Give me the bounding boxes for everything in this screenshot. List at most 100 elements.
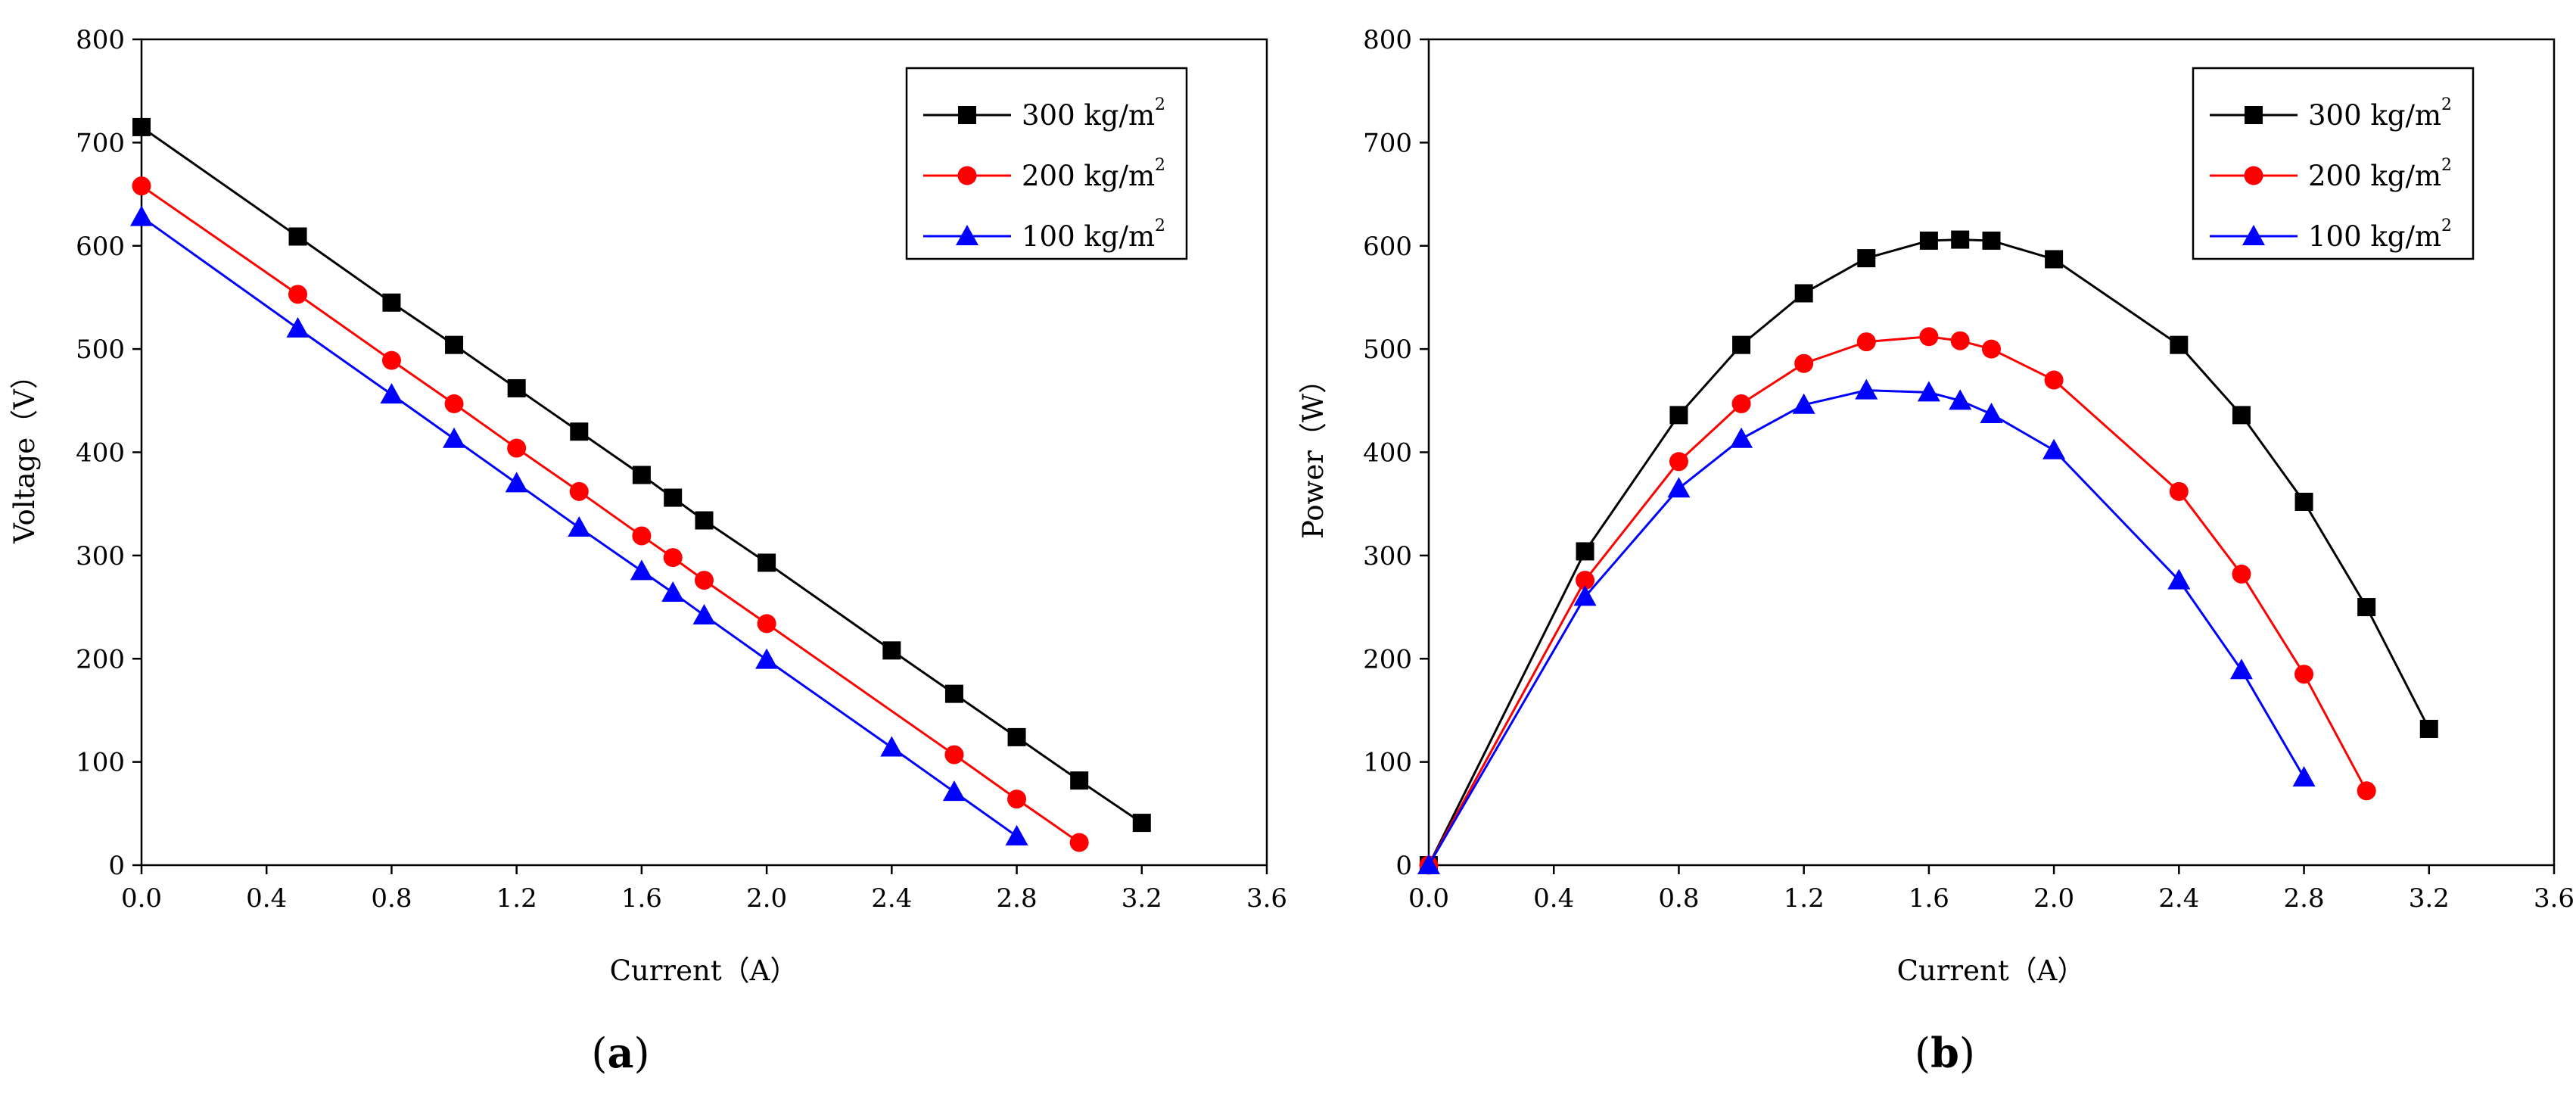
legend-label: 100 kg/m2 [2308,216,2452,253]
y-tick-label: 700 [1363,128,1412,158]
legend-label: 200 kg/m2 [2308,156,2452,192]
x-tick-label: 0.4 [1533,883,1574,914]
y-tick-label: 100 [1363,748,1412,778]
data-point [288,285,308,304]
legend-label: 300 kg/m2 [2308,95,2452,132]
data-point [2044,370,2064,390]
data-point [2357,598,2376,617]
x-tick-label: 0.0 [1408,883,1449,914]
y-tick-label: 600 [76,232,125,262]
data-point [1069,833,1089,852]
data-point [2294,665,2314,684]
data-point [695,571,714,590]
series-line [1427,335,2368,866]
legend-label-text: 100 kg/m [1022,220,1155,253]
y-tick-label: 800 [76,25,125,55]
data-point [130,205,153,226]
data-point [1792,393,1815,414]
y-tick-label: 700 [76,128,125,158]
data-point [569,481,589,501]
series-0 [1420,230,2438,874]
chart-panel-b: 0.0 0.4 0.8 1.2 1.6 2.0 2.4 2.8 3.2 3.6 0 100 200 300… [1297,25,2574,1077]
data-point [2170,335,2189,354]
data-point [2167,568,2191,590]
legend-label: 200 kg/m2 [1022,156,1165,192]
data-point [942,780,966,802]
data-point [1731,394,1751,413]
panel-letter: a [608,1029,634,1077]
data-point [944,745,964,764]
legend-box [2192,67,2475,260]
y-tick-label: 300 [1363,541,1412,571]
data-point [1857,249,1876,268]
data-point [2169,481,2189,501]
data-point [1949,389,1972,410]
data-point [381,350,401,370]
legend-marker [958,106,976,124]
data-point [2419,719,2438,738]
series-0 [132,117,1151,833]
panel-label: (b) [1915,1029,1975,1077]
legend-box [905,67,1188,260]
data-point [1132,814,1151,833]
data-point [443,427,466,448]
panel-label: (a) [591,1029,649,1077]
data-point [444,394,464,413]
data-point [1576,571,1595,590]
x-tick-label: 1.2 [1784,883,1825,914]
data-point [1007,727,1026,746]
x-tick-label: 1.6 [621,883,662,914]
legend-label: 300 kg/m2 [1022,95,1165,132]
legend: 300 kg/m2 200 kg/m2 100 kg/m2 [905,67,1188,260]
legend-label-text: 300 kg/m [2308,99,2441,132]
series-1 [132,176,1089,852]
x-tick-label: 2.0 [2033,883,2074,914]
data-point [382,293,401,312]
series-line [141,185,1081,844]
legend-label-text: 100 kg/m [2308,220,2441,253]
y-axis-label: Voltage（V） [8,361,41,544]
y-tick-label: 200 [1363,644,1412,674]
data-point [1794,284,1813,303]
data-point [1007,789,1027,809]
x-tick-label: 0.4 [246,883,287,914]
x-tick-label: 1.6 [1909,883,1949,914]
data-point [570,422,589,441]
y-tick-label: 300 [76,541,125,571]
x-tick-label: 0.8 [371,883,412,914]
data-point [288,227,307,246]
legend-label-superscript: 2 [2441,216,2452,235]
legend-marker [2242,225,2265,245]
y-axis-label: Power（W） [1297,366,1330,539]
legend-label: 100 kg/m2 [1022,216,1165,253]
data-point [1576,542,1594,561]
data-point [380,383,403,404]
x-axis-label: Current（A） [610,954,798,987]
data-point [2292,766,2316,787]
data-point [1950,331,1970,350]
legend-marker [2245,106,2263,124]
y-tick-label: 800 [1363,25,1412,55]
chart-panel-a: 0.0 0.4 0.8 1.2 1.6 2.0 2.4 2.8 3.2 3.6 0 100 200 300… [8,25,1287,1077]
x-tick-label: 2.8 [2284,883,2325,914]
data-point [568,516,591,537]
data-point [1732,335,1751,354]
x-tick-label: 2.0 [746,883,787,914]
x-axis-label: Current（A） [1897,954,2086,987]
y-tick-label: 500 [1363,335,1412,365]
data-point [664,488,683,507]
data-point [1794,353,1814,373]
data-point [663,548,683,568]
data-point [1919,327,1939,347]
legend-label-text: 200 kg/m [2308,160,2441,192]
x-tick-label: 2.8 [997,883,1038,914]
data-point [944,684,963,703]
data-point [2232,564,2251,584]
data-point [2357,781,2376,801]
data-point [2229,659,2253,680]
data-point [132,176,151,196]
y-tick-label: 400 [1363,438,1412,469]
data-point [445,335,464,354]
legend-label-superscript: 2 [2441,95,2452,114]
data-point [507,378,526,397]
